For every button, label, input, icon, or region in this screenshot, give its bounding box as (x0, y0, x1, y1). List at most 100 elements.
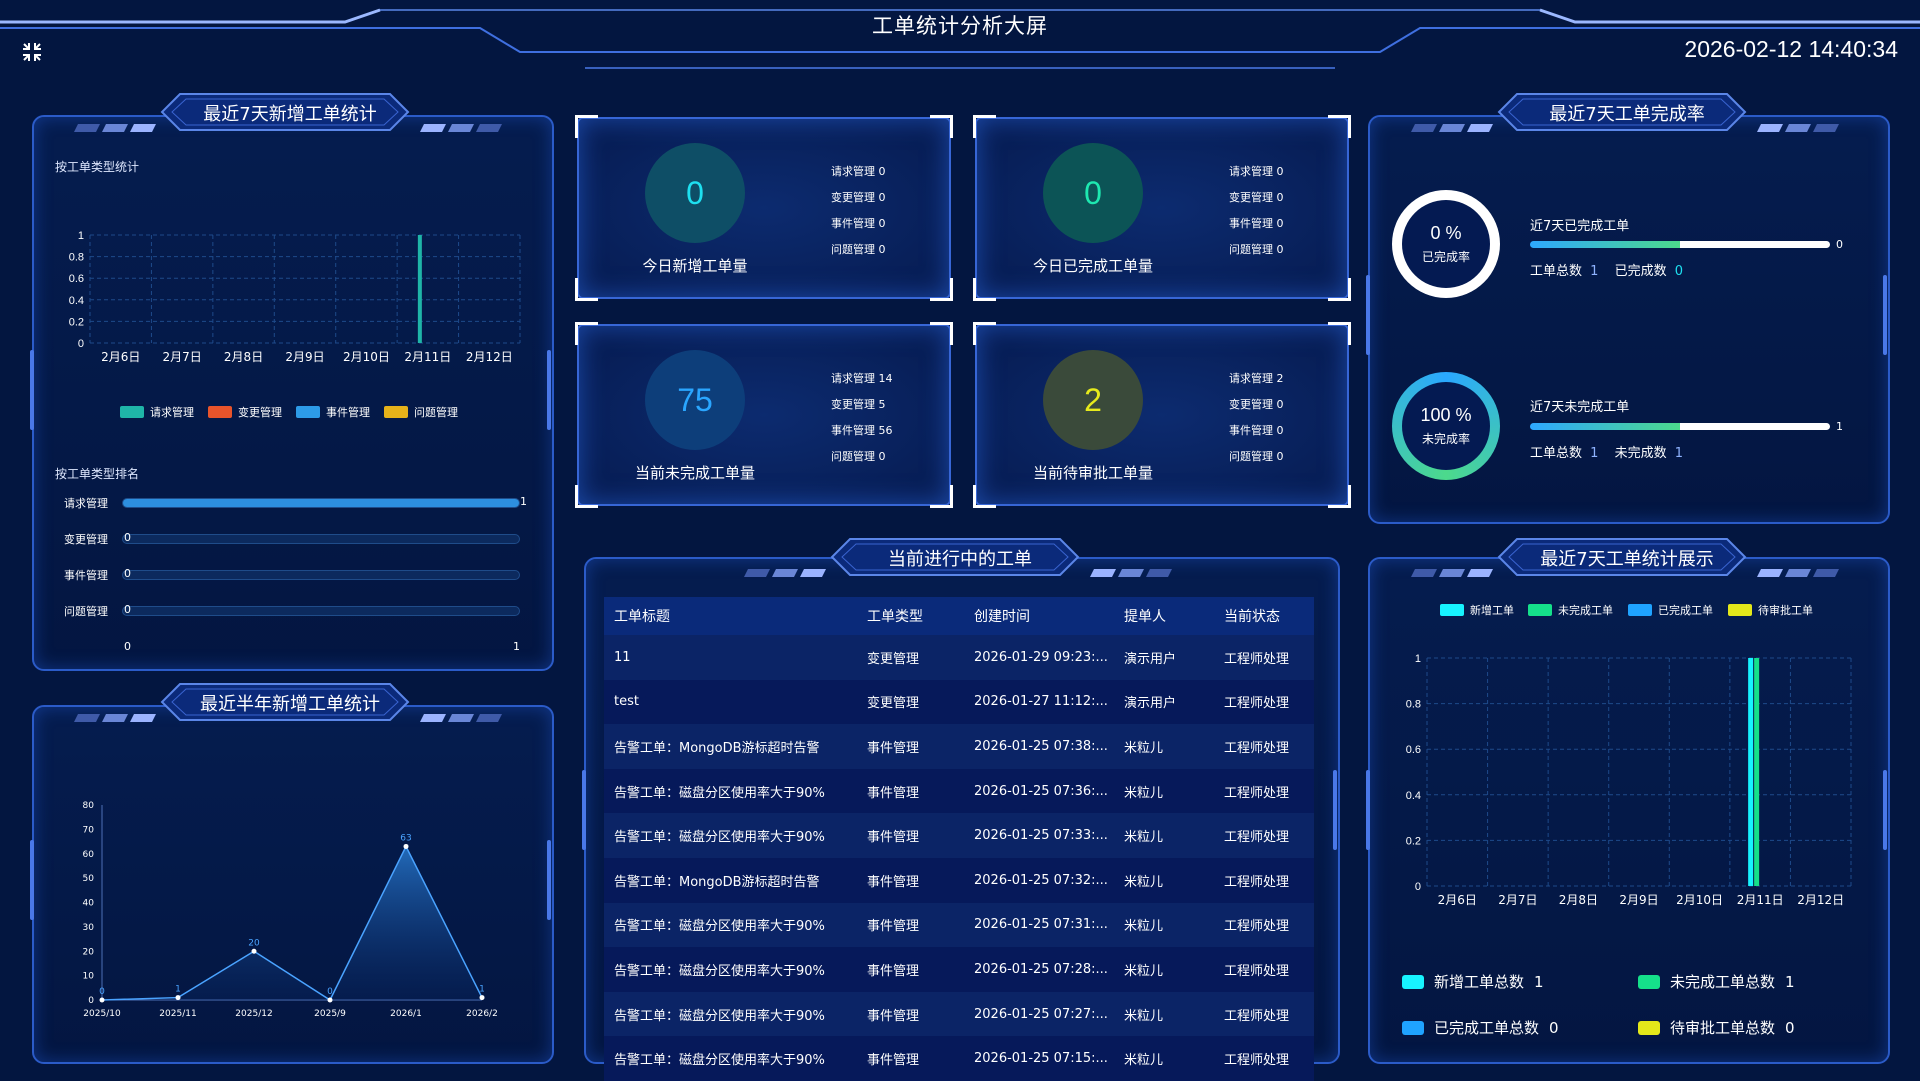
x-tick-label: 2月6日 (101, 350, 140, 364)
area-line (101, 844, 483, 1002)
y-tick-label: 0.8 (1406, 699, 1421, 711)
column-header: 创建时间 (964, 597, 1114, 635)
kpi-label: 今日新增工单量 (642, 257, 748, 275)
card-corner (575, 278, 598, 301)
table-cell: 2026-01-25 07:15:... (964, 1036, 1114, 1081)
panel-title-badge: 当前进行中的工单 (740, 535, 1180, 579)
completed-rate-ring: 0 % 已完成率 (1392, 190, 1500, 298)
legend-label: 未完成工单 (1558, 604, 1613, 617)
y-tick-label: 0.6 (69, 273, 84, 285)
table-header-row: 工单标题 工单类型 创建时间 提单人 当前状态 (604, 597, 1314, 635)
table-cell: 2026-01-25 07:36:... (964, 768, 1114, 814)
legend-swatch (208, 406, 232, 418)
y-tick-label: 0.4 (69, 295, 84, 307)
table-row[interactable]: 告警工单：磁盘分区使用率大于90% 事件管理 2026-01-25 07:28:..… (604, 947, 1314, 992)
completed-count-label: 已完成数 (1614, 264, 1667, 279)
panel-title: 最近7天工单完成率 (1549, 104, 1705, 125)
panel-title-badge: 最近7天工单统计展示 (1407, 535, 1847, 579)
table-cell: 事件管理 (857, 1036, 964, 1081)
completed-bar-value: 0 (1836, 238, 1843, 251)
legend-label: 事件管理 (326, 406, 370, 419)
rank-track (122, 570, 520, 580)
panel-edge (1333, 770, 1337, 850)
table-row[interactable]: 告警工单：MongoDB游标超时告警 事件管理 2026-01-25 07:38:.… (604, 724, 1314, 769)
table-row[interactable]: 告警工单：磁盘分区使用率大于90% 事件管理 2026-01-25 07:15:..… (604, 1036, 1314, 1081)
kpi-breakdown-item: 问题管理 0 (831, 450, 886, 463)
table-cell: test (604, 679, 857, 725)
kpi-breakdown-item: 变更管理 0 (1229, 398, 1284, 411)
legend-item: 未完成工单 (1528, 602, 1613, 618)
panel-half-year (32, 705, 554, 1064)
uncompleted-rate-label: 未完成率 (1421, 432, 1470, 446)
table-cell: 工程师处理 (1214, 768, 1314, 814)
total-item: 待审批工单总数 0 (1638, 1017, 1795, 1038)
kpi-breakdown: 请求管理 2 变更管理 0 事件管理 0 问题管理 0 (1229, 366, 1284, 470)
panel-title: 最近7天新增工单统计 (203, 104, 377, 125)
data-point (99, 997, 105, 1003)
panel-edge (30, 840, 34, 920)
table-cell: 米粒儿 (1114, 902, 1214, 948)
kpi-breakdown-item: 变更管理 0 (1229, 191, 1284, 204)
data-label: 20 (248, 938, 260, 948)
completed-count-value: 0 (1674, 264, 1684, 279)
total-value: 0 (1785, 1018, 1795, 1037)
card-corner (1328, 322, 1351, 345)
section-label-rank: 按工单类型排名 (55, 467, 140, 481)
card-corner (930, 278, 953, 301)
table-row[interactable]: 告警工单：磁盘分区使用率大于90% 事件管理 2026-01-25 07:33:..… (604, 813, 1314, 858)
x-tick-label: 2月9日 (285, 350, 324, 364)
legend-swatch (1728, 604, 1752, 616)
y-tick-label: 1 (78, 230, 84, 242)
x-tick-label: 2月11日 (1737, 893, 1784, 907)
kpi-breakdown-item: 事件管理 56 (831, 424, 893, 437)
panel-edge (582, 770, 586, 850)
legend-swatch (1440, 604, 1464, 616)
fullscreen-exit-icon[interactable] (20, 40, 44, 64)
card-corner (1328, 115, 1351, 138)
kpi-breakdown-item: 事件管理 0 (831, 217, 886, 230)
legend-item: 变更管理 (208, 404, 282, 420)
table-row[interactable]: 告警工单：磁盘分区使用率大于90% 事件管理 2026-01-25 07:36:..… (604, 768, 1314, 814)
panel-edge (1883, 275, 1887, 355)
panel-new-7days (32, 115, 554, 671)
table-cell: 事件管理 (857, 724, 964, 769)
table-row[interactable]: 11 变更管理 2026-01-29 09:23:... 演示用户 工程师处理 (604, 635, 1314, 680)
total-label: 待审批工单总数 (1670, 1019, 1776, 1037)
table-cell: 变更管理 (857, 679, 964, 725)
legend-item: 待审批工单 (1728, 602, 1813, 618)
panel-7days-display (1368, 557, 1890, 1064)
legend-swatch (1628, 604, 1652, 616)
y-tick-label: 0 (1415, 881, 1421, 893)
legend-label: 新增工单 (1470, 604, 1514, 617)
uncompleted-rate-ring: 100 % 未完成率 (1392, 372, 1500, 480)
table-cell: 演示用户 (1114, 679, 1214, 725)
total-label: 未完成工单总数 (1670, 973, 1776, 991)
table-cell: 告警工单：磁盘分区使用率大于90% (604, 991, 857, 1037)
table-cell: 米粒儿 (1114, 857, 1214, 903)
table-cell: 2026-01-25 07:28:... (964, 947, 1114, 992)
card-corner (1328, 278, 1351, 301)
data-point (175, 995, 181, 1001)
half-year-area-chart: 0102030405060708002025/1012025/11202025/… (83, 801, 498, 1019)
kpi-card: 0 今日已完成工单量 请求管理 0 变更管理 0 事件管理 0 问题管理 0 (973, 115, 1351, 301)
uncompleted-count-value: 1 (1674, 446, 1684, 461)
y-tick-label: 20 (83, 947, 95, 957)
table-cell: 演示用户 (1114, 635, 1214, 680)
data-label: 0 (327, 987, 333, 997)
panel-title: 最近半年新增工单统计 (200, 694, 380, 715)
table-row[interactable]: 告警工单：磁盘分区使用率大于90% 事件管理 2026-01-25 07:31:..… (604, 902, 1314, 948)
table-cell: 告警工单：磁盘分区使用率大于90% (604, 1036, 857, 1081)
panel-title-badge: 最近7天新增工单统计 (70, 90, 510, 134)
kpi-value-circle: 75 (645, 350, 745, 450)
panel-title-badge: 最近半年新增工单统计 (70, 680, 510, 724)
table-row[interactable]: test 变更管理 2026-01-27 11:12:... 演示用户 工程师处理 (604, 679, 1314, 725)
table-cell: 事件管理 (857, 902, 964, 948)
table-cell: 米粒儿 (1114, 768, 1214, 814)
table-cell: 工程师处理 (1214, 991, 1314, 1037)
table-row[interactable]: 告警工单：磁盘分区使用率大于90% 事件管理 2026-01-25 07:27:..… (604, 991, 1314, 1037)
kpi-breakdown-item: 请求管理 0 (831, 165, 886, 178)
total-value: 1 (1590, 264, 1599, 279)
table-row[interactable]: 告警工单：MongoDB游标超时告警 事件管理 2026-01-25 07:32:.… (604, 857, 1314, 903)
legend-label: 已完成工单 (1658, 604, 1713, 617)
legend-label: 变更管理 (238, 406, 282, 419)
